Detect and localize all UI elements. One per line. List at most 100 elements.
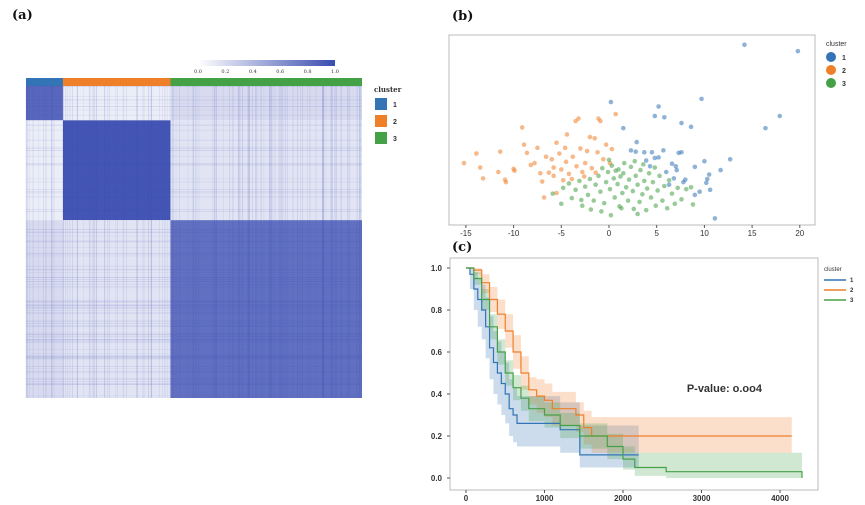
scatter-point-cluster-3 (607, 186, 613, 192)
scatter-point-cluster-3 (559, 201, 564, 207)
scatter-point-cluster-1 (673, 163, 679, 169)
scatter-point-cluster-3 (643, 207, 649, 213)
scatter-point-cluster-2 (566, 171, 572, 177)
scatter-point-cluster-3 (593, 182, 598, 188)
scatter-point-cluster-1 (656, 155, 661, 160)
heatmap-block-2-3 (170, 120, 362, 221)
scatter-point-cluster-3 (635, 211, 640, 217)
scatter-point-cluster-2 (554, 140, 559, 146)
scatter-point-cluster-3 (669, 191, 675, 196)
scatter-point-cluster-2 (592, 135, 597, 141)
scatter-point-cluster-3 (603, 179, 609, 185)
scatter-point-cluster-1 (674, 167, 680, 173)
scatter-point-cluster-3 (688, 184, 694, 190)
scatter-point-cluster-1 (679, 120, 684, 126)
x-tick-label: 2000 (614, 494, 632, 503)
scatter-point-cluster-2 (503, 179, 509, 185)
scatter-point-cluster-1 (628, 148, 634, 153)
survival-curve-cluster-3 (466, 267, 803, 478)
scatter-point-cluster-3 (585, 192, 591, 198)
scatter-point-cluster-1 (683, 177, 688, 182)
scatter-point-cluster-1 (702, 158, 707, 164)
scatter-point-cluster-2 (593, 170, 598, 175)
scatter-point-cluster-2 (581, 174, 587, 179)
scatter-point-cluster-3 (683, 186, 689, 192)
scatter-point-cluster-1 (704, 176, 710, 182)
scatter-point-cluster-2 (549, 156, 555, 162)
y-tick-label: 0.4 (431, 390, 443, 399)
scatter-point-cluster-2 (600, 156, 606, 162)
cluster-bar-2 (62, 78, 171, 86)
scatter-point-cluster-3 (550, 191, 556, 196)
scatter-point-cluster-1 (712, 216, 718, 221)
x-tick-label: 3000 (693, 494, 711, 503)
scatter-point-cluster-2 (613, 111, 618, 117)
scatter-point-cluster-1 (763, 125, 768, 131)
scatter-point-cluster-1 (707, 187, 713, 193)
scatter-point-cluster-3 (608, 212, 614, 218)
scatter-point-cluster-1 (777, 113, 783, 119)
scatter-point-cluster-3 (587, 176, 593, 182)
scatter-point-cluster-3 (560, 185, 566, 191)
scatter-point-cluster-2 (535, 145, 540, 151)
scatter-point-cluster-1 (633, 149, 639, 154)
scatter-point-cluster-1 (742, 42, 747, 48)
scatter-point-cluster-3 (579, 197, 584, 203)
x-tick-label: 1000 (536, 494, 554, 503)
scatter-point-cluster-1 (692, 164, 698, 170)
scatter-point-cluster-3 (596, 173, 601, 179)
scatter-point-cluster-1 (656, 104, 661, 109)
scatter-point-cluster-2 (551, 165, 556, 170)
p-value-annotation: P-value: o.oo4 (687, 383, 763, 395)
panel-label-c: (c) (452, 240, 473, 255)
scatter-point-cluster-2 (557, 151, 562, 156)
cluster-bar-1 (26, 78, 63, 86)
x-tick-label: 4000 (771, 494, 789, 503)
scatter-point-cluster-1 (706, 172, 712, 177)
scatter-point-cluster-1 (652, 155, 658, 161)
scatter-point-cluster-2 (569, 176, 575, 182)
scatter-point-cluster-2 (532, 160, 537, 166)
scatter-point-cluster-3 (626, 177, 632, 182)
scatter-point-cluster-2 (461, 160, 467, 166)
x-tick-label: -5 (558, 229, 566, 238)
scatter-point-cluster-2 (562, 145, 568, 151)
scatter-point-cluster-2 (595, 149, 600, 155)
scatter-point-cluster-1 (634, 139, 639, 145)
scatter-point-cluster-3 (633, 173, 639, 179)
scatter-point-cluster-3 (675, 185, 680, 191)
scatter-point-cluster-3 (621, 160, 627, 166)
scatter-point-cluster-3 (641, 178, 647, 184)
scatter-point-cluster-3 (640, 191, 645, 197)
scatter-point-cluster-3 (621, 170, 626, 176)
scatter-point-cluster-3 (655, 188, 660, 193)
scatter-point-cluster-1 (621, 125, 626, 131)
scatter-point-cluster-2 (584, 148, 590, 154)
legend-swatch-1 (375, 98, 387, 110)
heatmap-block-2-2 (62, 120, 171, 221)
y-tick-label: 1.0 (431, 264, 443, 273)
scatter-point-cluster-2 (524, 150, 530, 156)
legend-label: 2 (393, 119, 397, 126)
scatter-point-cluster-3 (644, 186, 650, 191)
y-tick-label: 0.8 (431, 306, 443, 315)
scatter-point-cluster-3 (611, 176, 617, 181)
x-tick-label: 10 (700, 229, 709, 238)
x-tick-label: -10 (508, 229, 520, 238)
colorbar (198, 60, 335, 66)
scatter-point-cluster-3 (635, 182, 640, 188)
scatter-point-cluster-2 (551, 173, 556, 179)
panel-label-a: (a) (12, 8, 33, 23)
scatter-point-cluster-3 (605, 169, 611, 175)
scatter-point-cluster-2 (609, 146, 615, 152)
legend-title: cluster (824, 267, 842, 273)
scatter-point-cluster-2 (543, 154, 549, 160)
survival-curve-cluster-1 (466, 267, 639, 456)
legend-label: 3 (842, 81, 846, 88)
legend-marker-3 (826, 78, 836, 88)
scatter-point-cluster-2 (559, 167, 564, 172)
scatter-point-cluster-3 (637, 199, 642, 205)
scatter-point-cluster-1 (688, 124, 694, 130)
legend-title: cluster (826, 41, 847, 48)
